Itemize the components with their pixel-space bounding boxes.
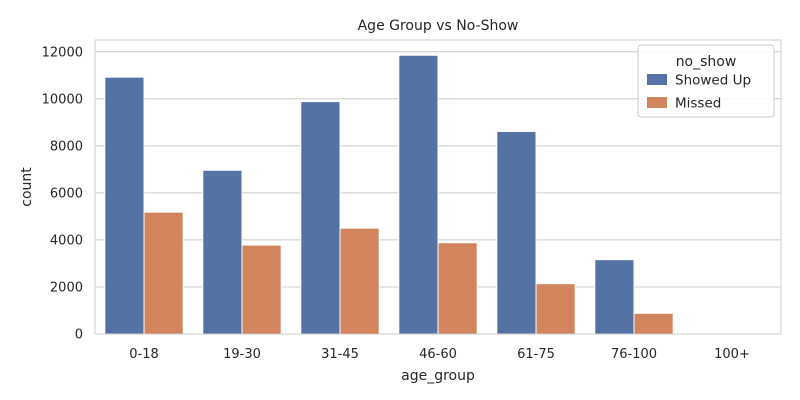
bar-showed-up-19-30 xyxy=(202,169,243,335)
x-axis-label: age_group xyxy=(401,368,475,384)
x-tick-labels: 0-18 19-30 31-45 46-60 61-75 76-100 100+ xyxy=(129,347,750,362)
legend: no_show Showed Up Missed xyxy=(637,44,775,118)
x-tick-label: 100+ xyxy=(714,347,750,362)
bar-showed-up-31-45 xyxy=(300,101,341,335)
legend-label-missed: Missed xyxy=(675,96,721,112)
y-tick-label: 10000 xyxy=(42,92,83,107)
x-tick-label: 0-18 xyxy=(129,347,159,362)
x-tick-label: 61-75 xyxy=(517,347,555,362)
y-tick-label: 2000 xyxy=(50,280,83,295)
bar-showed-up-46-60 xyxy=(398,54,439,335)
legend-label-showed-up: Showed Up xyxy=(675,73,751,89)
bar-showed-up-76-100 xyxy=(594,259,635,335)
bar-missed-31-45 xyxy=(339,227,380,335)
y-axis-label: count xyxy=(19,167,35,207)
legend-swatch-missed xyxy=(647,97,667,108)
y-tick-label: 8000 xyxy=(50,139,83,154)
plot-frame xyxy=(94,39,782,335)
chart-title: Age Group vs No-Show xyxy=(358,18,519,34)
y-tick-labels: 0 2000 4000 6000 8000 10000 12000 xyxy=(42,45,83,342)
bar-missed-76-100 xyxy=(633,312,674,335)
x-tick-label: 31-45 xyxy=(321,347,359,362)
legend-box xyxy=(637,44,775,118)
x-tick-label: 46-60 xyxy=(419,347,457,362)
legend-swatch-showed-up xyxy=(647,74,667,85)
y-tick-label: 12000 xyxy=(42,45,83,60)
bar-missed-61-75 xyxy=(535,283,576,335)
y-tick-label: 0 xyxy=(75,328,83,343)
x-tick-label: 76-100 xyxy=(611,347,657,362)
y-tick-label: 4000 xyxy=(50,233,83,248)
bar-showed-up-0-18 xyxy=(104,76,145,335)
y-tick-label: 6000 xyxy=(50,186,83,201)
bar-missed-0-18 xyxy=(143,211,184,335)
bar-missed-19-30 xyxy=(241,244,282,335)
bar-showed-up-61-75 xyxy=(496,130,537,335)
legend-title: no_show xyxy=(676,54,737,70)
x-tick-label: 19-30 xyxy=(223,347,261,362)
bar-missed-46-60 xyxy=(437,242,478,335)
